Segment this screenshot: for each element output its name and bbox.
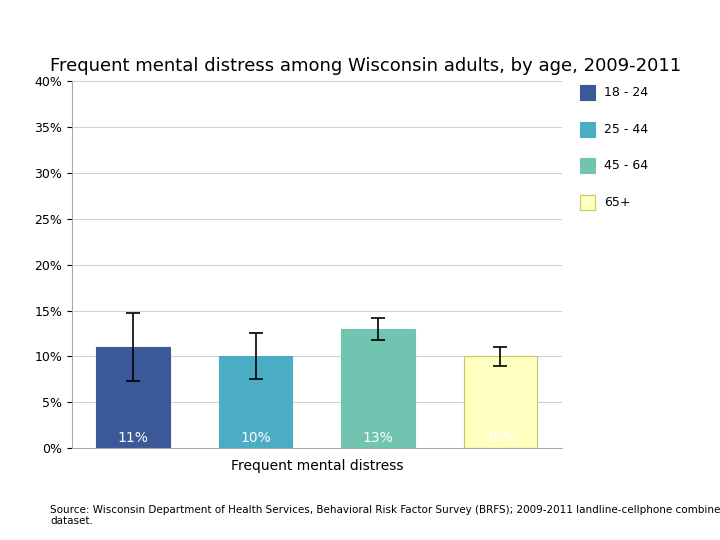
Bar: [96, 347, 170, 448]
Text: 10%: 10%: [240, 430, 271, 444]
Bar: [464, 356, 537, 448]
Text: 10%: 10%: [485, 430, 516, 444]
Text: 45 - 64: 45 - 64: [604, 159, 648, 172]
Text: MENTAL HEALTH: MENTAL HEALTH: [9, 17, 148, 32]
Bar: [219, 356, 292, 448]
Bar: [341, 329, 415, 448]
Text: 11%: 11%: [118, 430, 148, 444]
Text: Source: Wisconsin Department of Health Services, Behavioral Risk Factor Survey (: Source: Wisconsin Department of Health S…: [50, 505, 720, 526]
Text: 65+: 65+: [604, 196, 631, 209]
Text: 18 - 24: 18 - 24: [604, 86, 648, 99]
X-axis label: Frequent mental distress: Frequent mental distress: [230, 460, 403, 474]
Text: 13%: 13%: [363, 430, 393, 444]
Text: Mental health among adults: Mental health among adults: [497, 17, 711, 32]
Text: 25 - 44: 25 - 44: [604, 123, 648, 136]
Text: Frequent mental distress among Wisconsin adults, by age, 2009-2011: Frequent mental distress among Wisconsin…: [50, 57, 682, 75]
